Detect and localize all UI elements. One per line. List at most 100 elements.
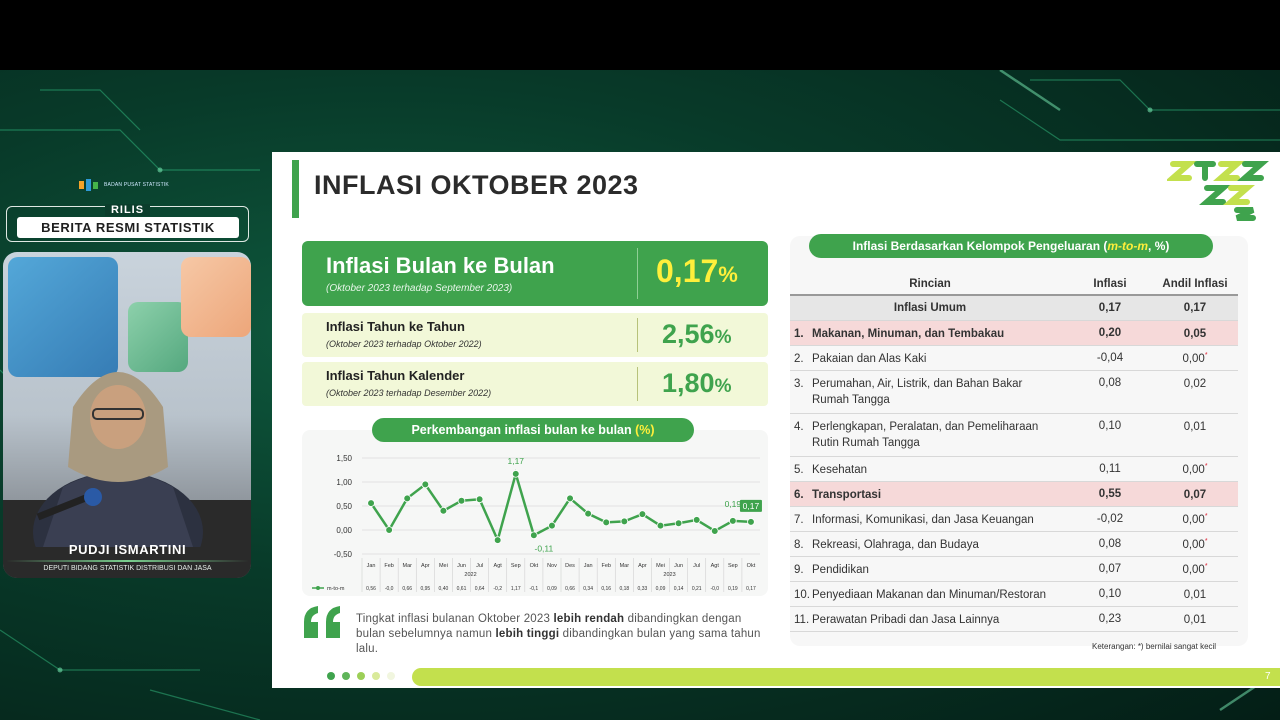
year-label: 2022 bbox=[464, 572, 476, 578]
data-table-value: 0,40 bbox=[439, 586, 449, 592]
row-label: 4. Perlengkapan, Peralatan, dan Pemelihar… bbox=[794, 421, 1039, 449]
row-andil: 0,00* bbox=[1182, 352, 1208, 365]
row-label: 7. Informasi, Komunikasi, dan Jasa Keuang… bbox=[794, 514, 1034, 526]
x-tick-label: Mei bbox=[439, 563, 448, 569]
data-point bbox=[602, 518, 611, 527]
data-point bbox=[403, 494, 412, 503]
data-point bbox=[548, 521, 556, 530]
row-inflasi: 0,11 bbox=[1099, 463, 1121, 475]
row-andil: 0,07 bbox=[1183, 488, 1207, 501]
data-table-value: -0,2 bbox=[493, 586, 502, 592]
ytd-period: (Oktober 2023 terhadap Desember 2022) bbox=[326, 388, 492, 398]
x-tick-label: Agt bbox=[494, 563, 503, 569]
data-point bbox=[475, 495, 484, 504]
mtm-label: Inflasi Bulan ke Bulan bbox=[326, 253, 555, 278]
rilis-frame: RILIS BERITA RESMI STATISTIK bbox=[6, 204, 249, 242]
summary-quote: Tingkat inflasi bulanan Oktober 2023 leb… bbox=[356, 613, 761, 655]
ytd-value: 1,80% bbox=[662, 368, 732, 398]
page-number: 7 bbox=[1265, 671, 1271, 682]
row-label: 3. Perumahan, Air, Listrik, dan Bahan Bak… bbox=[794, 378, 1023, 406]
legend-marker bbox=[316, 586, 320, 590]
header-rincian: Rincian bbox=[909, 278, 951, 290]
yoy-inflation-card: Inflasi Tahun ke Tahun (Oktober 2023 ter… bbox=[302, 313, 768, 357]
st2023-logo-icon bbox=[1167, 161, 1269, 221]
speaker-name: PUDJI ISMARTINI bbox=[68, 542, 187, 557]
data-table-value: -0,0 bbox=[385, 586, 394, 592]
row-label: 6. Transportasi bbox=[794, 489, 882, 501]
data-point bbox=[692, 516, 701, 524]
data-table-value: -0,0 bbox=[710, 586, 719, 592]
row-andil: 0,00* bbox=[1182, 563, 1208, 576]
table-title-pill: Inflasi Berdasarkan Kelompok Pengeluaran… bbox=[809, 234, 1213, 258]
header-inflasi: Inflasi bbox=[1093, 278, 1127, 290]
chart-title-pill: Perkembangan inflasi bulan ke bulan (%) bbox=[372, 418, 694, 442]
x-tick-label: Jul bbox=[476, 563, 483, 569]
row-andil: 0,01 bbox=[1183, 588, 1207, 601]
mtm-line-chart: 1,50 1,00 0,50 0,00 -0,50 Jan Feb Mar Apr Mei Jun J… bbox=[312, 454, 762, 592]
highlight-box bbox=[739, 499, 762, 512]
rilis-label: RILIS bbox=[104, 204, 151, 216]
x-tick-label: Apr bbox=[421, 563, 430, 569]
top-black-bar bbox=[0, 0, 1280, 70]
legend-label: m-to-m bbox=[327, 586, 345, 592]
data-point bbox=[511, 470, 520, 478]
row-inflasi: 0,10 bbox=[1098, 588, 1122, 600]
data-label-highlight: 0,17 bbox=[743, 501, 760, 511]
year-label: 2023 bbox=[663, 572, 675, 578]
x-tick-label: Sep bbox=[511, 563, 521, 569]
row-andil: 0,00* bbox=[1182, 538, 1208, 551]
data-table-value: 0,09 bbox=[547, 586, 557, 592]
speaker-name-plate: PUDJI ISMARTINI DEPUTI BIDANG STATISTIK … bbox=[6, 540, 249, 582]
speaker-video bbox=[3, 252, 251, 578]
row-inflasi: 0,07 bbox=[1098, 563, 1122, 575]
x-tick-label: Des bbox=[565, 563, 575, 569]
progress-dot bbox=[357, 672, 365, 680]
row-andil: 0,05 bbox=[1183, 327, 1207, 340]
yoy-label: Inflasi Tahun ke Tahun bbox=[326, 319, 465, 334]
x-tick-label: Feb bbox=[601, 563, 610, 569]
table-note: Keterangan: *) bernilai sangat kecil bbox=[1092, 642, 1217, 651]
data-table-value: 0,66 bbox=[565, 586, 575, 592]
data-point bbox=[620, 517, 629, 526]
table-row: 9. Pendidikan 0,07 0,00* bbox=[790, 557, 1238, 582]
row-label: 10. Penyediaan Makanan dan Minuman/Restor… bbox=[794, 589, 1046, 601]
data-table-value: 0,18 bbox=[619, 586, 629, 592]
row-inflasi: 0,55 bbox=[1098, 488, 1122, 500]
row-inflasi: 0,10 bbox=[1098, 420, 1122, 432]
data-table-value: 0,21 bbox=[692, 586, 702, 592]
data-point bbox=[385, 526, 393, 534]
row-andil: 0,02 bbox=[1183, 377, 1207, 390]
data-point bbox=[656, 521, 665, 530]
inflation-by-group-table: Rincian Inflasi Andil Inflasi Inflasi Um… bbox=[790, 272, 1238, 632]
data-point bbox=[566, 494, 574, 503]
ytd-label: Inflasi Tahun Kalender bbox=[326, 368, 465, 383]
data-point bbox=[530, 531, 538, 540]
speaker-title: DEPUTI BIDANG STATISTIK DISTRIBUSI DAN J… bbox=[43, 565, 212, 572]
presentation-slide: INFLASI OKTOBER 2023 Inflasi Bulan ke Bu… bbox=[272, 152, 1280, 688]
slide-progress-dots bbox=[327, 672, 395, 680]
data-point bbox=[729, 517, 737, 525]
x-tick-label: Jun bbox=[457, 563, 466, 569]
table-row: 2. Pakaian dan Alas Kaki -0,04 0,00* bbox=[790, 346, 1238, 371]
row-andil: 0,01 bbox=[1183, 613, 1207, 626]
data-table-value: -0,1 bbox=[530, 586, 539, 592]
data-point bbox=[493, 536, 502, 544]
mtm-value: 0,17% bbox=[656, 253, 738, 289]
x-tick-label: Sep bbox=[728, 563, 738, 569]
x-tick-label: Nov bbox=[547, 563, 557, 569]
slide-footer-bar bbox=[412, 668, 1280, 686]
data-point bbox=[674, 519, 683, 528]
header-andil: Andil Inflasi bbox=[1162, 278, 1228, 290]
row-label: 1. Makanan, Minuman, dan Tembakau bbox=[794, 328, 1005, 340]
table-row: 7. Informasi, Komunikasi, dan Jasa Keuang… bbox=[790, 507, 1238, 532]
x-tick-label: Okt bbox=[530, 563, 539, 569]
x-tick-label: Jun bbox=[674, 563, 683, 569]
data-label: -0,11 bbox=[534, 543, 553, 553]
data-table-value: 0,19 bbox=[728, 586, 738, 592]
y-tick-label: 0,50 bbox=[336, 502, 352, 511]
row-inflasi: 0,23 bbox=[1098, 613, 1122, 625]
data-label: 0,19 bbox=[725, 499, 742, 509]
table-row: 6. Transportasi 0,55 0,07 bbox=[790, 482, 1238, 507]
row-label: 5. Kesehatan bbox=[794, 464, 867, 476]
